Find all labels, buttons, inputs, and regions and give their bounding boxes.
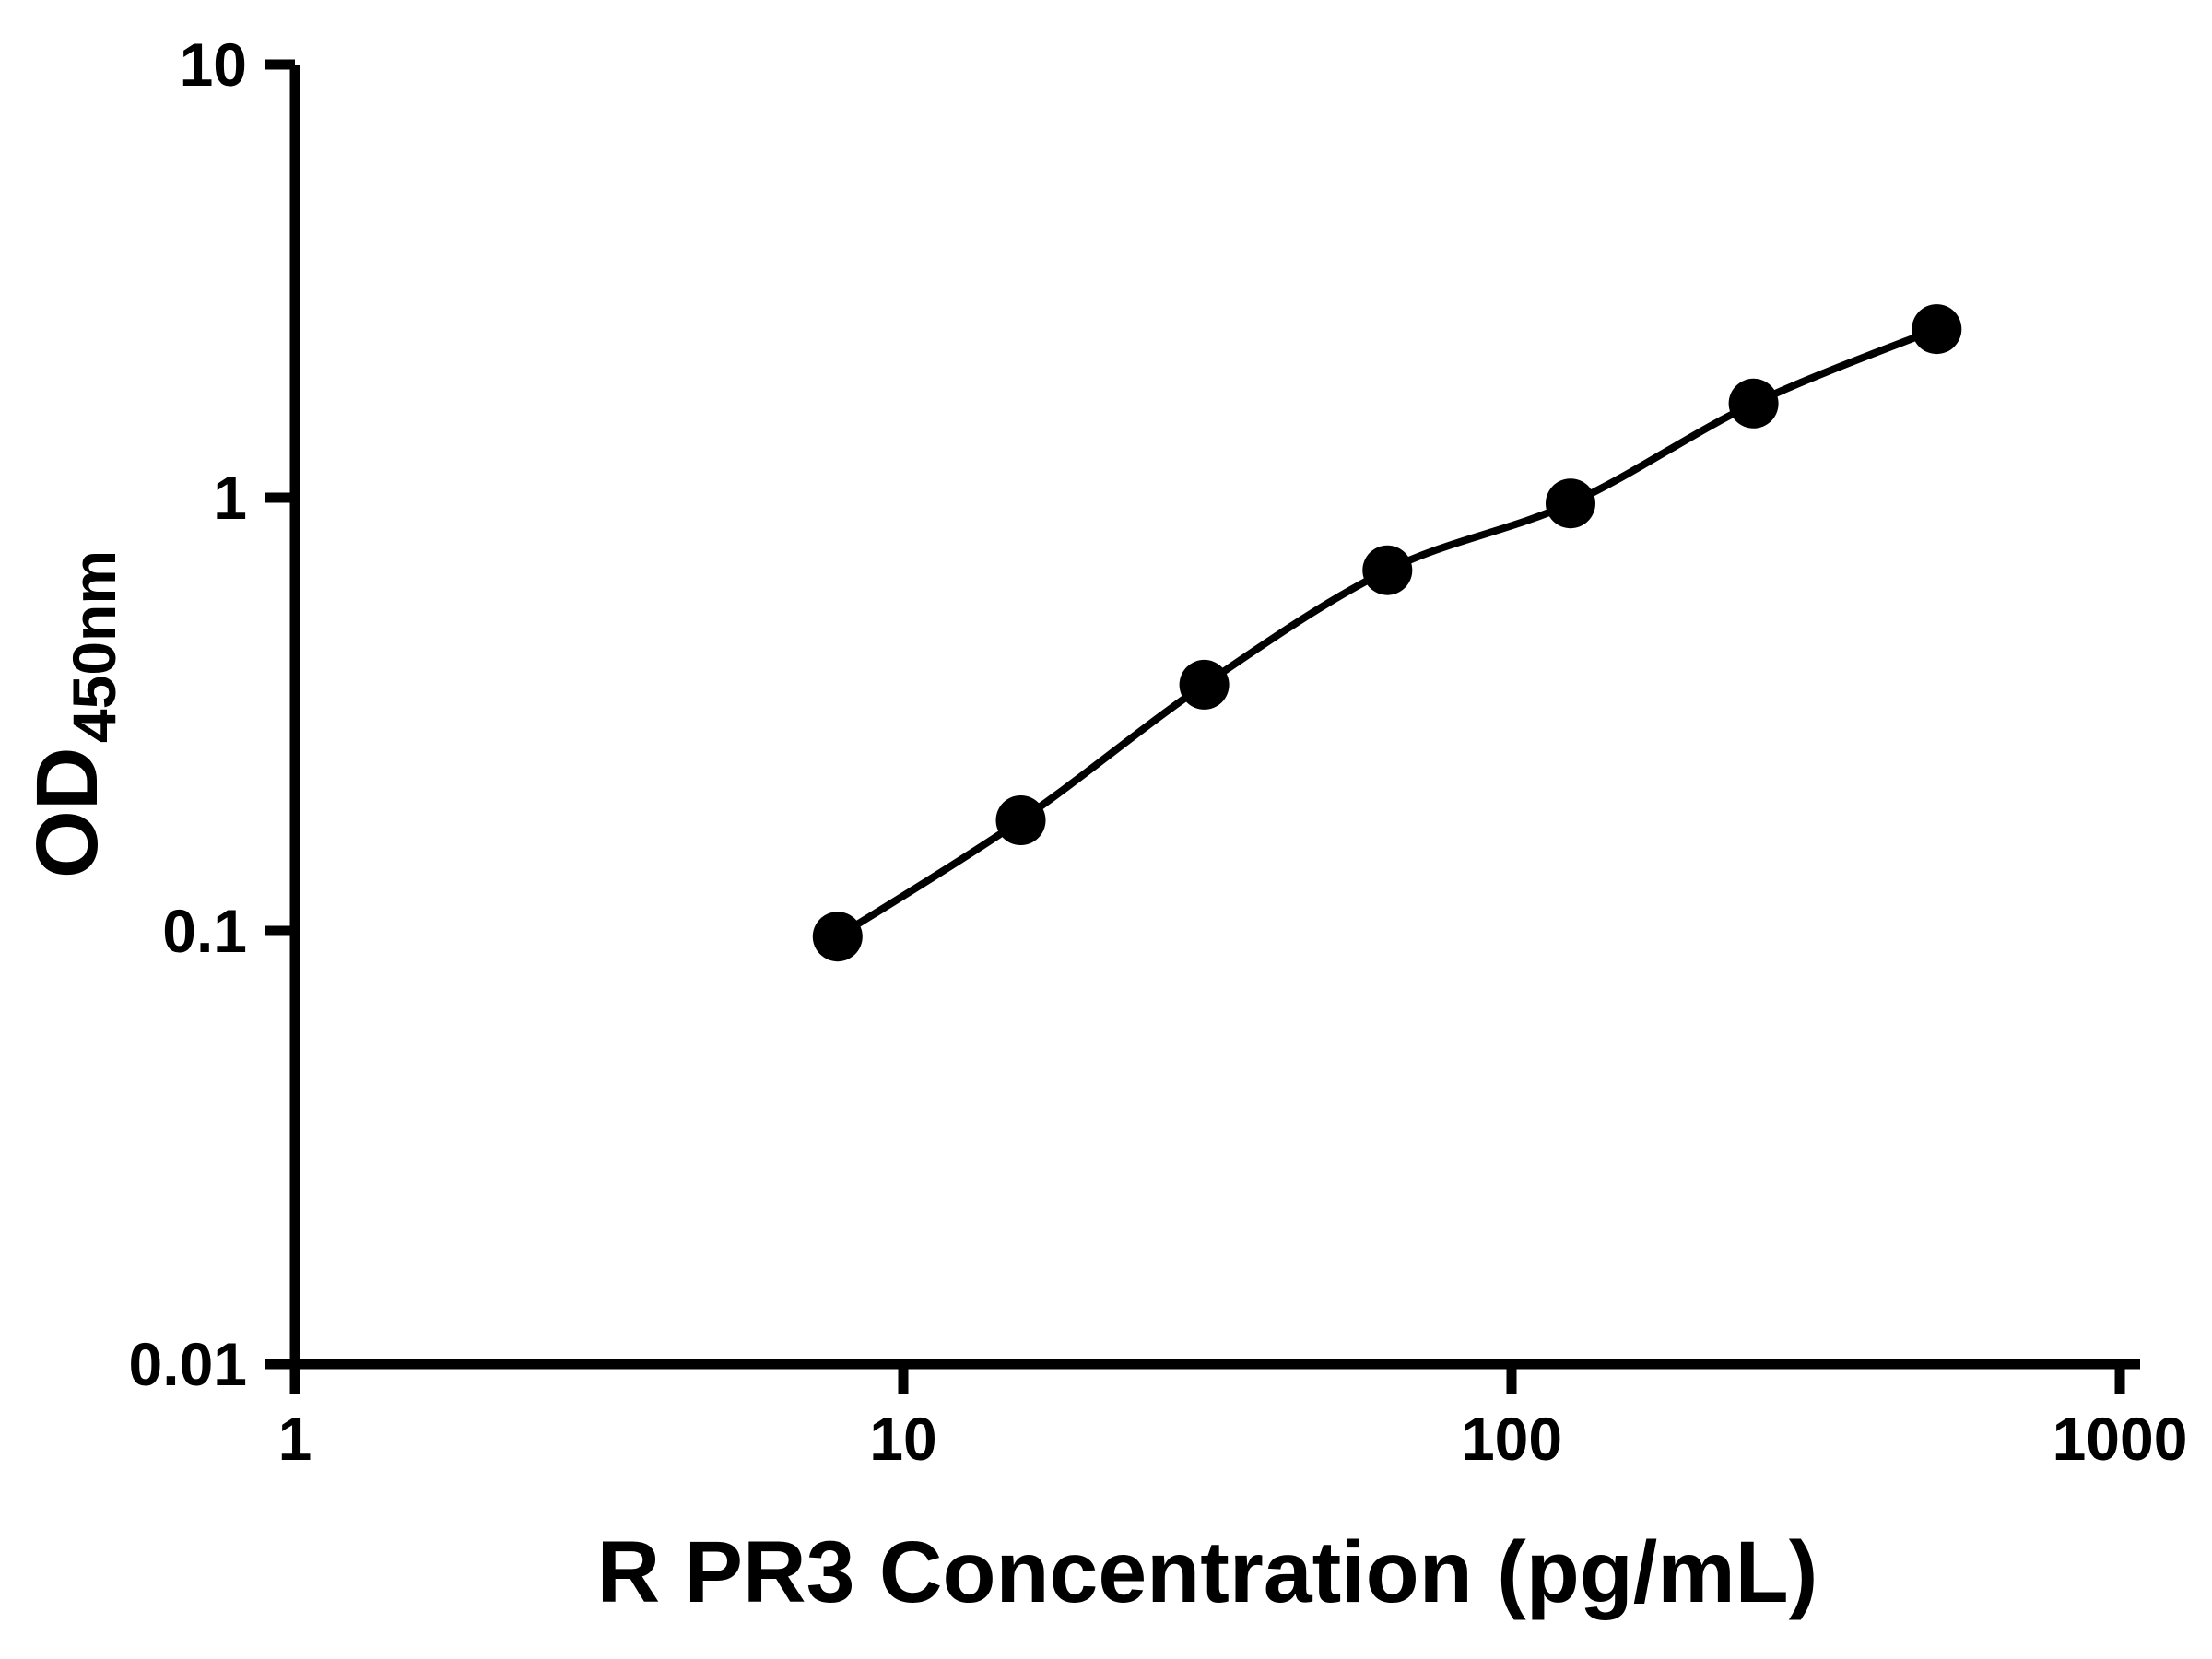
y-tick-label: 0.01 [129, 1330, 247, 1398]
x-tick-label: 1000 [2053, 1405, 2188, 1473]
x-tick-label: 100 [1461, 1405, 1562, 1473]
data-point-marker [1546, 478, 1595, 529]
data-point-marker [1728, 378, 1779, 429]
data-point-marker [995, 795, 1046, 845]
x-axis-title: R PR3 Concentration (pg/mL) [597, 1524, 1818, 1621]
x-tick-label: 1 [278, 1405, 312, 1473]
y-axis-title-main: OD [18, 747, 116, 879]
plot-area: 1 10 100 1000 0.01 0.1 1 10 [129, 30, 2188, 1473]
x-tick-label: 10 [869, 1405, 936, 1473]
data-point-marker [812, 912, 863, 962]
data-point-marker [1362, 545, 1413, 595]
y-tick-label: 0.1 [162, 897, 247, 965]
data-point-marker [1179, 659, 1230, 710]
y-tick-label: 1 [213, 464, 247, 532]
y-tick-label: 10 [180, 30, 247, 99]
y-axis-title: OD 450nm [18, 550, 128, 878]
y-axis-title-subscript: 450nm [60, 550, 128, 743]
data-point-marker [1912, 304, 1962, 355]
